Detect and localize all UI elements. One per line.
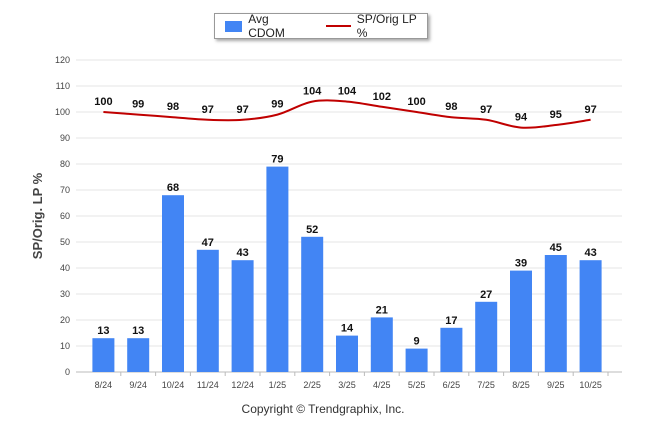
x-tick-label: 6/25: [443, 380, 461, 390]
y-tick-label: 50: [60, 237, 70, 247]
bar-3/25: [336, 335, 358, 372]
bar-8/24: [92, 338, 115, 372]
y-tick-label: 40: [60, 263, 70, 273]
x-tick-label: 1/25: [269, 380, 287, 390]
x-tick-label: 2/25: [303, 380, 321, 390]
bar-5/25: [405, 348, 428, 372]
bar-4/25: [370, 317, 393, 372]
bar-value-label: 21: [376, 304, 388, 316]
bar-10/25: [579, 260, 602, 372]
line-value-label: 98: [445, 101, 457, 113]
x-tick-label: 8/24: [95, 380, 113, 390]
line-value-label: 97: [584, 104, 596, 116]
legend-line-swatch: [325, 25, 351, 27]
x-tick-label: 10/25: [579, 380, 602, 390]
x-tick-label: 3/25: [338, 380, 356, 390]
line-value-label: 98: [167, 101, 179, 113]
bar-value-label: 45: [550, 242, 562, 254]
line-value-label: 100: [94, 96, 112, 108]
y-tick-label: 60: [60, 211, 70, 221]
line-value-label: 95: [550, 109, 562, 121]
copyright-text: Copyright © Trendgraphix, Inc.: [241, 402, 405, 416]
line-value-label: 97: [480, 104, 492, 116]
bar-7/25: [475, 301, 498, 372]
bar-9/24: [127, 338, 150, 372]
line-value-label: 102: [373, 91, 391, 103]
x-tick-label: 4/25: [373, 380, 391, 390]
line-value-label: 104: [338, 86, 357, 98]
y-tick-label: 80: [60, 159, 70, 169]
y-tick-label: 10: [60, 341, 70, 351]
x-tick-label: 7/25: [477, 380, 495, 390]
bar-value-label: 52: [306, 224, 318, 236]
bar-value-label: 79: [271, 154, 283, 166]
y-tick-label: 90: [60, 133, 70, 143]
y-tick-label: 0: [65, 367, 70, 377]
x-tick-label: 9/24: [129, 380, 147, 390]
legend-item-sp-orig[interactable]: SP/Orig LP %: [316, 12, 427, 40]
line-value-label: 94: [515, 112, 528, 124]
x-tick-label: 5/25: [408, 380, 426, 390]
legend-label-sp-orig: SP/Orig LP %: [356, 12, 417, 40]
y-tick-label: 70: [60, 185, 70, 195]
bar-value-label: 17: [445, 315, 457, 327]
bar-value-label: 39: [515, 258, 527, 270]
bar-value-label: 9: [414, 336, 420, 348]
legend-item-avg-cdom[interactable]: Avg CDOM: [225, 12, 306, 40]
legend: Avg CDOM SP/Orig LP %: [214, 12, 428, 40]
line-value-label: 97: [236, 104, 248, 116]
bar-value-label: 13: [97, 325, 109, 337]
line-value-label: 99: [271, 99, 283, 111]
y-tick-label: 110: [56, 81, 70, 91]
bar-12/24: [231, 260, 254, 372]
bar-value-label: 43: [236, 247, 248, 259]
x-tick-label: 12/24: [231, 380, 254, 390]
bar-6/25: [440, 327, 463, 372]
line-sp-orig-lp: [103, 99, 591, 129]
legend-label-avg-cdom: Avg CDOM: [248, 12, 285, 40]
line-value-label: 100: [407, 96, 425, 108]
line-value-label: 99: [132, 99, 144, 111]
bar-value-label: 68: [167, 182, 179, 194]
bar-value-label: 43: [584, 247, 596, 259]
bar-value-label: 14: [341, 323, 354, 335]
x-tick-label: 8/25: [512, 380, 530, 390]
bar-value-label: 13: [132, 325, 144, 337]
legend-bar-swatch: [225, 20, 243, 32]
y-axis-label: SP/Orig. LP %: [30, 172, 45, 259]
bar-value-label: 47: [202, 237, 214, 249]
y-tick-label: 20: [60, 315, 70, 325]
bar-1/25: [266, 166, 289, 372]
bar-10/24: [162, 195, 184, 372]
x-tick-label: 11/24: [197, 380, 219, 390]
y-tick-label: 100: [55, 107, 70, 117]
bar-11/24: [196, 249, 219, 372]
line-value-label: 104: [303, 86, 322, 98]
x-tick-label: 10/24: [162, 380, 185, 390]
y-tick-label: 120: [55, 55, 70, 65]
x-tick-label: 9/25: [547, 380, 565, 390]
bar-9/25: [544, 255, 567, 372]
line-value-label: 97: [202, 104, 214, 116]
bar-value-label: 27: [480, 289, 492, 301]
bar-2/25: [301, 236, 324, 372]
y-tick-label: 30: [60, 289, 70, 299]
bar-8/25: [510, 270, 532, 372]
